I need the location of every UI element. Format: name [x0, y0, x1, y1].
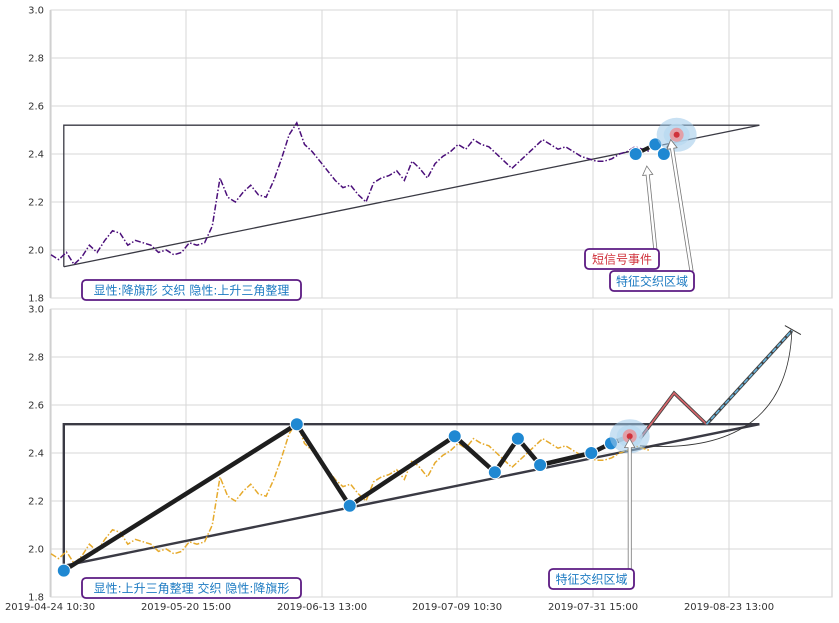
annotation-arrow — [623, 437, 636, 570]
y-tick-label: 2.2 — [28, 497, 44, 508]
zone-center — [626, 433, 633, 440]
forecast-blue-line — [705, 330, 793, 425]
y-tick-label: 2.2 — [28, 198, 44, 209]
pattern-line — [62, 423, 760, 566]
pivot-marker — [533, 458, 548, 472]
target-tick — [784, 325, 802, 336]
pivot-marker — [584, 446, 599, 460]
y-tick-label: 2.6 — [28, 401, 44, 412]
pivot-marker — [289, 417, 304, 432]
annotation-label: 短信号事件 — [592, 253, 652, 267]
y-tick-label: 1.8 — [28, 593, 44, 604]
y-tick-label: 2.6 — [28, 102, 44, 113]
y-tick-label: 1.8 — [28, 294, 44, 305]
y-tick-label: 2.8 — [28, 353, 44, 364]
pivot-marker — [447, 429, 462, 444]
price-series-line — [50, 121, 651, 266]
annotation-label: 显性:降旗形 交织 隐性:上升三角整理 — [94, 283, 290, 298]
x-tick-label: 2019-04-24 10:30 — [5, 602, 95, 613]
x-tick-label: 2019-07-09 10:30 — [412, 602, 502, 613]
price-series-line — [50, 420, 651, 565]
pivot-marker — [56, 563, 71, 578]
annotation-label: 显性:上升三角整理 交织 隐性:降旗形 — [94, 581, 290, 596]
y-tick-label: 2.4 — [28, 150, 44, 161]
x-tick-label: 2019-08-23 13:00 — [684, 602, 774, 613]
annotation-box — [81, 279, 302, 301]
y-tick-label: 3.0 — [28, 6, 44, 17]
annotation-box — [609, 270, 695, 292]
zone-center — [673, 131, 680, 138]
annotation-label: 特征交织区域 — [555, 572, 627, 587]
annotation-arrow — [641, 165, 658, 250]
annotation-box — [584, 248, 660, 270]
annotation-box — [548, 568, 635, 590]
y-tick-label: 2.8 — [28, 54, 44, 65]
pivot-marker — [487, 465, 502, 480]
pattern-line — [63, 124, 760, 267]
pivot-marker — [342, 498, 357, 513]
y-tick-label: 3.0 — [28, 305, 44, 316]
signal-marker — [628, 147, 643, 161]
y-tick-label: 2.0 — [28, 246, 44, 257]
x-tick-label: 2019-05-20 15:00 — [141, 602, 231, 613]
chart-panel-top: 1.8 2.0 2.2 2.4 2.6 2.8 3.0 显性:降旗形 交织 隐性:上升三角整理… — [28, 6, 833, 305]
pivot-marker — [510, 431, 525, 446]
y-tick-label: 2.4 — [28, 449, 44, 460]
annotation-label: 特征交织区域 — [616, 274, 688, 289]
projection-curve — [639, 330, 793, 447]
y-tick-label: 2.0 — [28, 545, 44, 556]
x-tick-label: 2019-07-31 15:00 — [548, 602, 638, 613]
chart-panel-bottom: 1.8 2.0 2.2 2.4 2.6 2.8 3.0 显性:上升三角整理 交织 隐性:降旗形… — [5, 305, 833, 613]
annotation-box — [81, 577, 302, 599]
x-tick-label: 2019-06-13 13:00 — [277, 602, 367, 613]
annotation-arrow — [666, 138, 694, 272]
zigzag-line — [62, 421, 631, 573]
forecast-red-line — [639, 391, 708, 440]
